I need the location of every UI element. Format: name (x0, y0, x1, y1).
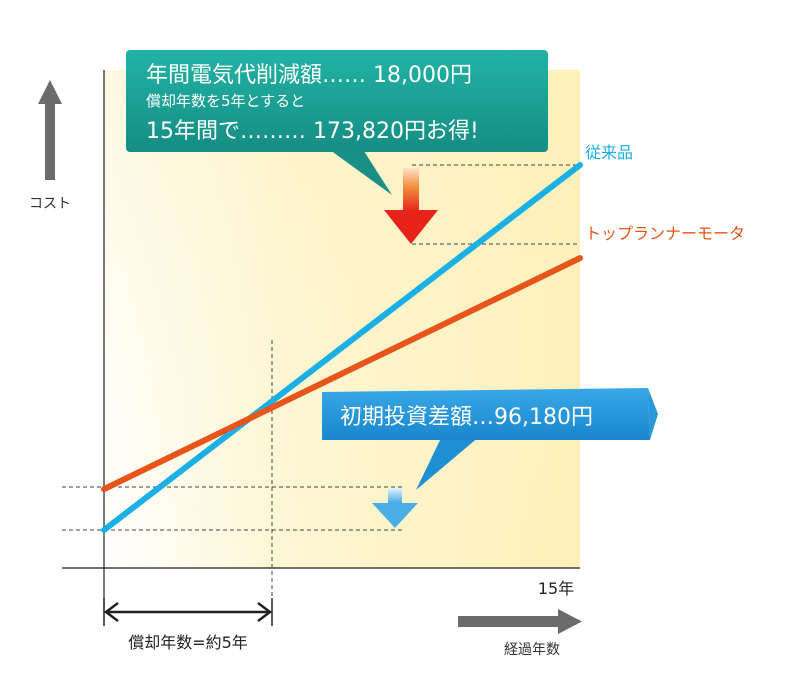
series-line-conventional (101, 162, 583, 533)
savings-callout-line3: 15年間で……… 173,820円お得! (146, 119, 479, 144)
x-axis-label: 経過年数 (504, 642, 560, 658)
series-label-conventional: 従来品 (585, 143, 633, 162)
savings-callout-line2: 償却年数を5年とすると (146, 92, 305, 110)
x-tick-end: 15年 (538, 579, 574, 598)
savings-callout: 年間電気代削減額…… 18,000円 償却年数を5年とすると 15年間で……… … (126, 50, 548, 195)
initial-diff-callout: 初期投資差額…96,180円 (322, 388, 658, 490)
payback-double-arrow-icon (103, 602, 273, 622)
y-axis-label: コスト (29, 196, 71, 212)
payback-label: 償却年数=約5年 (128, 633, 248, 652)
savings-down-arrow-icon (384, 168, 438, 244)
x-axis-arrow-icon (458, 609, 582, 634)
initial-diff-callout-text: 初期投資差額…96,180円 (340, 405, 593, 430)
initial-diff-down-arrow-icon (372, 488, 418, 528)
series-label-top-runner: トップランナーモータ (585, 224, 745, 243)
series-line-top-runner (101, 255, 583, 493)
y-axis-arrow-icon (38, 80, 62, 180)
savings-callout-line1: 年間電気代削減額…… 18,000円 (146, 63, 472, 88)
